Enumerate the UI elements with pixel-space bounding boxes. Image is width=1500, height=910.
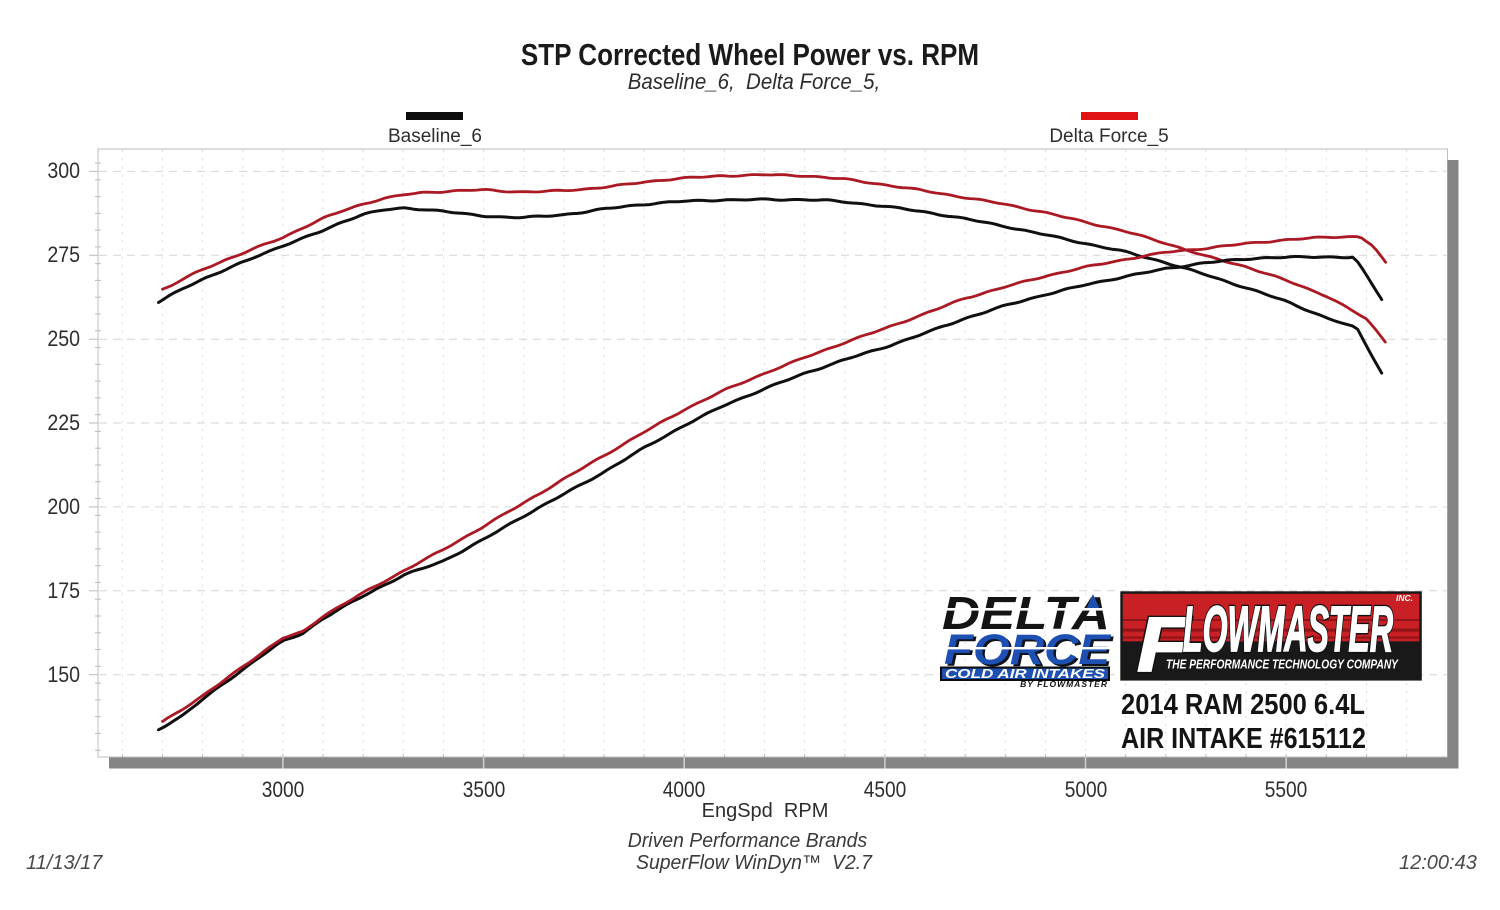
- svg-text:LOWMASTER: LOWMASTER: [1183, 593, 1393, 665]
- svg-text:INC.: INC.: [1396, 593, 1413, 603]
- svg-text:BY FLOWMASTER: BY FLOWMASTER: [1020, 679, 1108, 689]
- svg-text:F: F: [1137, 602, 1191, 688]
- svg-text:FORCE: FORCE: [944, 626, 1111, 674]
- svg-text:DELTA: DELTA: [942, 587, 1110, 639]
- svg-text:COLD AIR INTAKES: COLD AIR INTAKES: [945, 667, 1106, 681]
- svg-text:LOWMASTER: LOWMASTER: [1183, 593, 1393, 665]
- svg-text:THE PERFORMANCE TECHNOLOGY COM: THE PERFORMANCE TECHNOLOGY COMPANY: [1166, 657, 1399, 672]
- svg-text:F: F: [1137, 602, 1191, 688]
